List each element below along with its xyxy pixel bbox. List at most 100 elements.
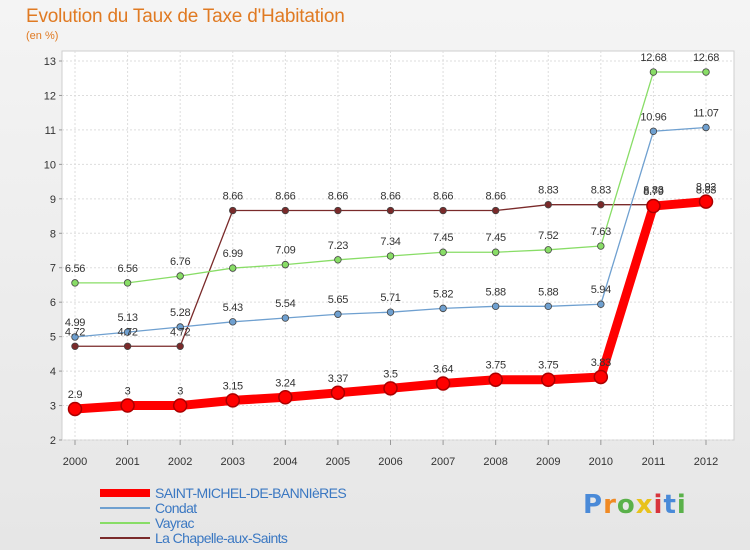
data-point: [488, 372, 503, 387]
data-label: 2.9: [68, 389, 83, 401]
data-point: [172, 398, 188, 413]
data-label: 8.83: [643, 185, 663, 197]
legend-swatch: [100, 507, 150, 509]
data-point: [702, 123, 710, 132]
data-point: [229, 318, 237, 326]
x-tick-label: 2000: [63, 456, 87, 468]
data-point: [649, 127, 658, 135]
data-point: [123, 279, 132, 287]
legend-swatch: [100, 489, 150, 497]
series-layer: [67, 68, 714, 417]
data-label: 3.5: [383, 368, 398, 380]
data-label: 6.56: [65, 263, 85, 275]
y-tick-label: 5: [50, 332, 56, 344]
data-label: 8.66: [328, 191, 348, 203]
data-label: 3.75: [538, 360, 558, 372]
data-point: [123, 328, 132, 336]
legend-label: Condat: [155, 500, 197, 516]
data-point: [120, 398, 135, 413]
plot-area: [61, 50, 735, 441]
data-label: 7.09: [275, 245, 295, 257]
data-label: 3.15: [223, 380, 243, 392]
data-point: [71, 342, 79, 350]
legend-label: SAINT-MICHEL-DE-BANNIèRES: [155, 485, 347, 501]
data-label: 5.71: [380, 292, 400, 304]
data-label: 4.99: [65, 317, 85, 329]
x-tick-label: 2005: [326, 456, 350, 468]
y-tick-label: 11: [45, 125, 56, 137]
data-label: 5.43: [223, 302, 243, 314]
data-label: 10.96: [640, 111, 666, 123]
x-tick-label: 2003: [221, 456, 245, 468]
data-point: [541, 372, 556, 387]
data-label: 5.13: [117, 312, 137, 324]
data-point: [698, 194, 714, 209]
data-point: [597, 200, 605, 209]
label-layer: 2.9 3 3 3.15 3.24 3.37 3.5 3.64 3.75 3.75 3.83 8.79…: [65, 52, 720, 401]
data-point: [491, 248, 500, 256]
data-label: 3: [177, 386, 183, 398]
data-point: [71, 279, 79, 287]
data-point: [597, 300, 605, 308]
data-label: 5.88: [486, 286, 506, 298]
y-tick-label: 7: [50, 263, 56, 275]
data-label: 8.92: [696, 182, 716, 194]
data-point: [281, 260, 290, 269]
data-point: [334, 206, 342, 215]
data-point: [439, 248, 447, 256]
data-point: [71, 333, 79, 341]
data-label: 8.66: [275, 191, 295, 203]
data-label: 3: [125, 386, 131, 398]
data-point: [386, 308, 395, 316]
data-label: 8.83: [591, 185, 611, 197]
data-label: 6.76: [170, 256, 190, 268]
data-point: [439, 304, 447, 313]
data-point: [176, 323, 184, 331]
data-point: [67, 401, 83, 417]
data-label: 4.72: [65, 326, 85, 338]
y-tick-label: 6: [50, 297, 56, 309]
data-label: 8.79: [643, 186, 663, 198]
data-point: [176, 272, 184, 280]
x-tick-label: 2006: [378, 456, 402, 468]
data-label: 12.68: [640, 52, 666, 64]
data-label: 7.52: [538, 230, 558, 242]
data-label: 8.66: [486, 191, 506, 203]
data-point: [649, 68, 658, 76]
data-point: [281, 206, 290, 215]
x-tick-label: 2010: [589, 456, 613, 468]
data-label: 8.66: [380, 191, 400, 203]
data-label: 7.45: [433, 232, 453, 244]
legend-label: Vayrac: [155, 515, 195, 531]
data-label: 11.07: [693, 107, 718, 119]
x-tick-label: 2001: [115, 456, 139, 468]
y-tick-label: 2: [50, 435, 56, 447]
data-label: 4.72: [170, 326, 190, 338]
data-label: 5.94: [591, 284, 611, 296]
data-label: 7.63: [591, 226, 611, 238]
data-label: 5.88: [538, 286, 558, 298]
x-tick-label: 2011: [642, 456, 666, 468]
data-point: [229, 206, 237, 215]
chart-title: Evolution du Taux de Taxe d'Habitation: [26, 6, 345, 27]
axis-layer: 2 3 4 5 6 7 8 9 10 11 12 13 2000 2001 2002 2003 2004 2005…: [44, 56, 718, 468]
data-point: [544, 200, 552, 209]
y-tick-label: 8: [50, 228, 56, 240]
data-label: 8.66: [433, 191, 453, 203]
data-label: 4.72: [117, 326, 137, 338]
data-point: [281, 314, 290, 322]
data-point: [386, 206, 395, 215]
chart-unit-label: (en %): [26, 30, 59, 42]
data-label: 12.68: [693, 52, 719, 64]
y-tick-label: 4: [50, 366, 56, 378]
data-point: [544, 302, 552, 311]
x-tick-label: 2002: [168, 456, 192, 468]
data-label: 5.54: [275, 298, 295, 310]
data-point: [225, 393, 240, 408]
data-point: [702, 68, 710, 76]
y-tick-label: 13: [44, 56, 56, 68]
data-point: [491, 206, 500, 215]
x-tick-label: 2012: [694, 456, 718, 468]
